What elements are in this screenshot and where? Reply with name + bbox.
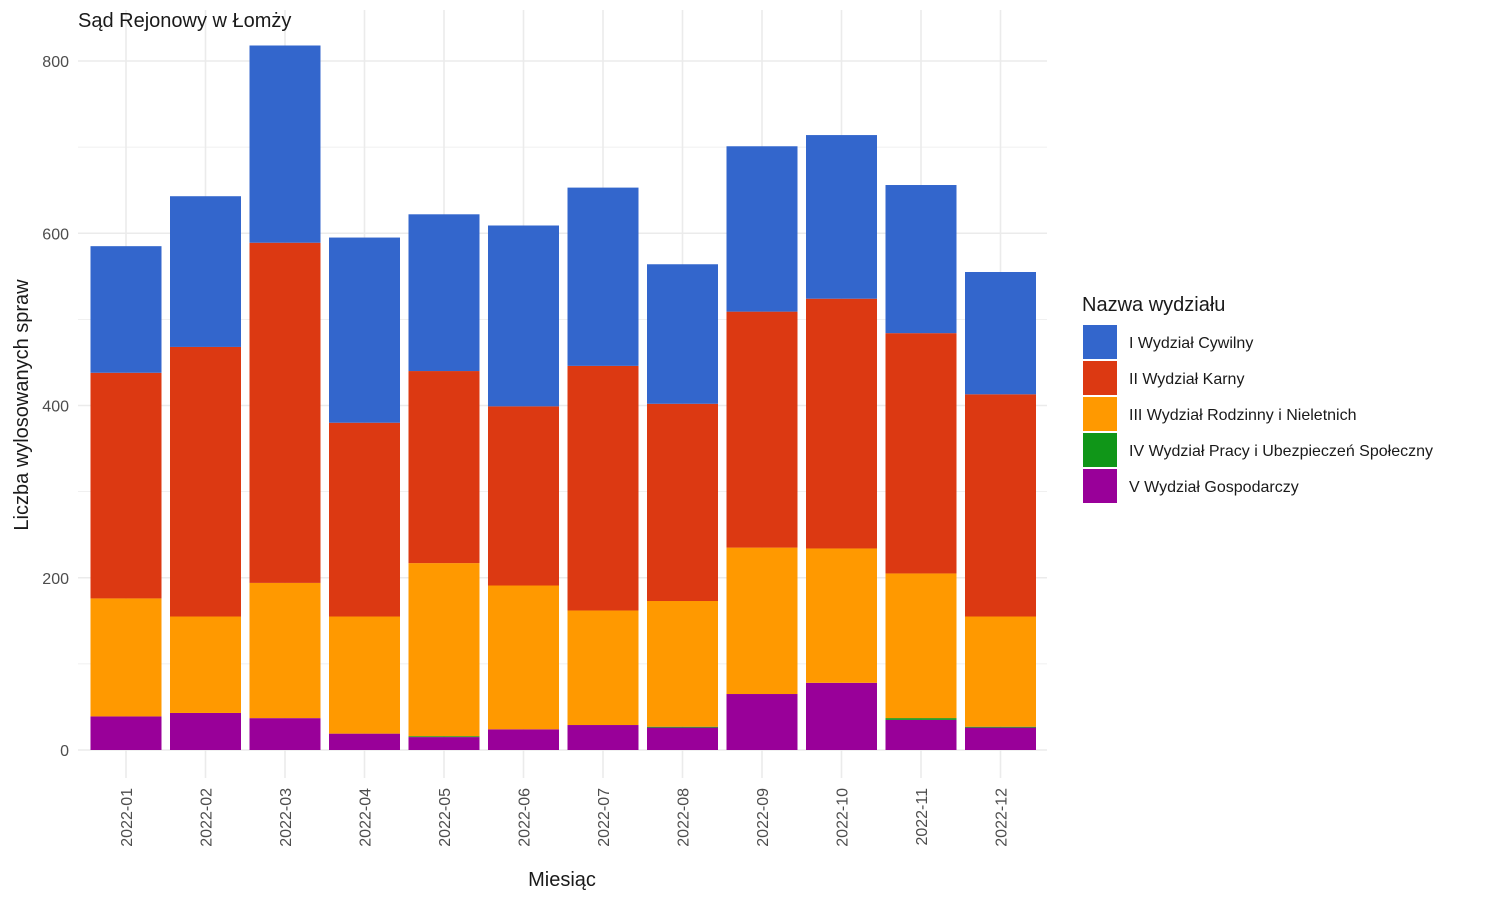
bar-segment-v-wydzial-gospodarczy-2022-12 — [965, 727, 1036, 750]
bar-segment-ii-wydzial-karny-2022-10 — [806, 298, 877, 549]
bar-segment-v-wydzial-gospodarczy-2022-11 — [885, 719, 957, 750]
bar-segment-i-wydzial-cywilny-2022-12 — [965, 272, 1036, 395]
bar-segment-iii-wydzial-rodzinny-i-nieletnich-2022-09 — [726, 547, 798, 695]
bar-segment-ii-wydzial-karny-2022-09 — [726, 311, 798, 548]
bar-segment-iii-wydzial-rodzinny-i-nieletnich-2022-03 — [249, 582, 321, 719]
legend-key — [1083, 397, 1117, 431]
x-tick-label: 2022-01 — [119, 788, 136, 847]
legend: Nazwa wydziału I Wydział Cywilny II Wydzi… — [1082, 294, 1433, 503]
y-tick-label: 400 — [42, 399, 69, 416]
x-tick-label: 2022-12 — [994, 788, 1011, 847]
bar-segment-v-wydzial-gospodarczy-2022-03 — [249, 718, 321, 750]
bar-segment-ii-wydzial-karny-2022-03 — [249, 242, 321, 583]
x-tick-label: 2022-02 — [199, 788, 216, 847]
bar-segment-iii-wydzial-rodzinny-i-nieletnich-2022-06 — [488, 585, 559, 730]
x-tick-label: 2022-09 — [755, 788, 772, 847]
bar-segment-iii-wydzial-rodzinny-i-nieletnich-2022-08 — [647, 601, 718, 727]
bar-segment-i-wydzial-cywilny-2022-05 — [408, 214, 480, 372]
bar-segment-i-wydzial-cywilny-2022-10 — [806, 135, 877, 299]
bar-segment-iv-wydzial-pracy-i-ubezpieczen-spoleczny-2022-05 — [408, 736, 480, 738]
y-axis: 0 200 400 600 800 — [42, 54, 69, 760]
bar-segment-v-wydzial-gospodarczy-2022-01 — [90, 716, 162, 750]
x-tick-label: 2022-03 — [278, 788, 295, 847]
bar-segment-v-wydzial-gospodarczy-2022-08 — [647, 727, 718, 750]
y-tick-label: 600 — [42, 226, 69, 243]
bar-segment-iii-wydzial-rodzinny-i-nieletnich-2022-11 — [885, 573, 957, 719]
bar-segment-ii-wydzial-karny-2022-08 — [647, 403, 718, 602]
y-tick-label: 200 — [42, 571, 69, 588]
y-axis-title: Liczba wylosowanych spraw — [11, 279, 33, 531]
bar-segment-ii-wydzial-karny-2022-12 — [965, 394, 1036, 617]
bar-segment-ii-wydzial-karny-2022-06 — [488, 406, 559, 586]
x-tick-label: 2022-11 — [914, 788, 931, 846]
bar-segment-v-wydzial-gospodarczy-2022-07 — [567, 725, 639, 750]
bar-segment-i-wydzial-cywilny-2022-01 — [90, 246, 162, 373]
bar-segment-iii-wydzial-rodzinny-i-nieletnich-2022-07 — [567, 610, 639, 726]
bar-segment-ii-wydzial-karny-2022-02 — [170, 346, 241, 617]
x-tick-label: 2022-04 — [358, 788, 375, 847]
x-tick-label: 2022-07 — [596, 788, 613, 847]
bar-segment-v-wydzial-gospodarczy-2022-06 — [488, 729, 559, 750]
bar-segment-iii-wydzial-rodzinny-i-nieletnich-2022-05 — [408, 563, 480, 737]
legend-key — [1083, 469, 1117, 503]
legend-key — [1083, 433, 1117, 467]
bar-segment-v-wydzial-gospodarczy-2022-02 — [170, 712, 241, 750]
bar-segment-i-wydzial-cywilny-2022-11 — [885, 185, 957, 334]
bar-segment-ii-wydzial-karny-2022-04 — [329, 422, 400, 617]
bar-segment-i-wydzial-cywilny-2022-04 — [329, 237, 400, 423]
bar-segment-v-wydzial-gospodarczy-2022-10 — [806, 682, 877, 750]
bars — [90, 45, 1036, 750]
bar-segment-ii-wydzial-karny-2022-01 — [90, 372, 162, 599]
bar-segment-v-wydzial-gospodarczy-2022-05 — [408, 737, 480, 750]
bar-segment-ii-wydzial-karny-2022-07 — [567, 365, 639, 611]
bar-segment-v-wydzial-gospodarczy-2022-09 — [726, 694, 798, 750]
bar-segment-ii-wydzial-karny-2022-11 — [885, 333, 957, 574]
legend-label: III Wydział Rodzinny i Nieletnich — [1129, 407, 1357, 424]
bar-segment-iii-wydzial-rodzinny-i-nieletnich-2022-12 — [965, 616, 1036, 727]
bar-segment-iii-wydzial-rodzinny-i-nieletnich-2022-02 — [170, 616, 241, 713]
bar-segment-iv-wydzial-pracy-i-ubezpieczen-spoleczny-2022-08 — [647, 726, 718, 728]
bar-segment-iii-wydzial-rodzinny-i-nieletnich-2022-01 — [90, 598, 162, 717]
legend-key — [1083, 361, 1117, 395]
legend-title: Nazwa wydziału — [1082, 294, 1225, 316]
bar-segment-iv-wydzial-pracy-i-ubezpieczen-spoleczny-2022-12 — [965, 726, 1036, 728]
x-tick-label: 2022-10 — [835, 788, 852, 847]
bar-segment-ii-wydzial-karny-2022-05 — [408, 371, 480, 564]
legend-label: II Wydział Karny — [1129, 371, 1244, 388]
legend-label: V Wydział Gospodarczy — [1129, 479, 1299, 496]
x-axis: 2022-01 2022-02 2022-03 2022-04 2022-05 2022-… — [119, 788, 1011, 847]
x-tick-label: 2022-06 — [517, 788, 534, 847]
x-tick-label: 2022-08 — [676, 788, 693, 847]
bar-segment-i-wydzial-cywilny-2022-07 — [567, 187, 639, 366]
chart-title: Sąd Rejonowy w Łomży — [78, 10, 291, 32]
bar-segment-v-wydzial-gospodarczy-2022-04 — [329, 733, 400, 750]
bar-segment-iii-wydzial-rodzinny-i-nieletnich-2022-04 — [329, 616, 400, 734]
bar-segment-i-wydzial-cywilny-2022-08 — [647, 264, 718, 404]
y-tick-label: 0 — [60, 743, 69, 760]
bar-segment-iii-wydzial-rodzinny-i-nieletnich-2022-10 — [806, 548, 877, 683]
bar-segment-i-wydzial-cywilny-2022-02 — [170, 196, 241, 347]
legend-label: IV Wydział Pracy i Ubezpieczeń Społeczny — [1129, 443, 1433, 460]
x-axis-title: Miesiąc — [528, 869, 596, 891]
legend-key — [1083, 325, 1117, 359]
x-tick-label: 2022-05 — [437, 788, 454, 847]
bar-segment-i-wydzial-cywilny-2022-06 — [488, 225, 559, 407]
legend-label: I Wydział Cywilny — [1129, 335, 1253, 352]
bar-segment-i-wydzial-cywilny-2022-03 — [249, 45, 321, 243]
bar-segment-iv-wydzial-pracy-i-ubezpieczen-spoleczny-2022-11 — [885, 718, 957, 720]
y-tick-label: 800 — [42, 54, 69, 71]
bar-segment-i-wydzial-cywilny-2022-09 — [726, 146, 798, 312]
